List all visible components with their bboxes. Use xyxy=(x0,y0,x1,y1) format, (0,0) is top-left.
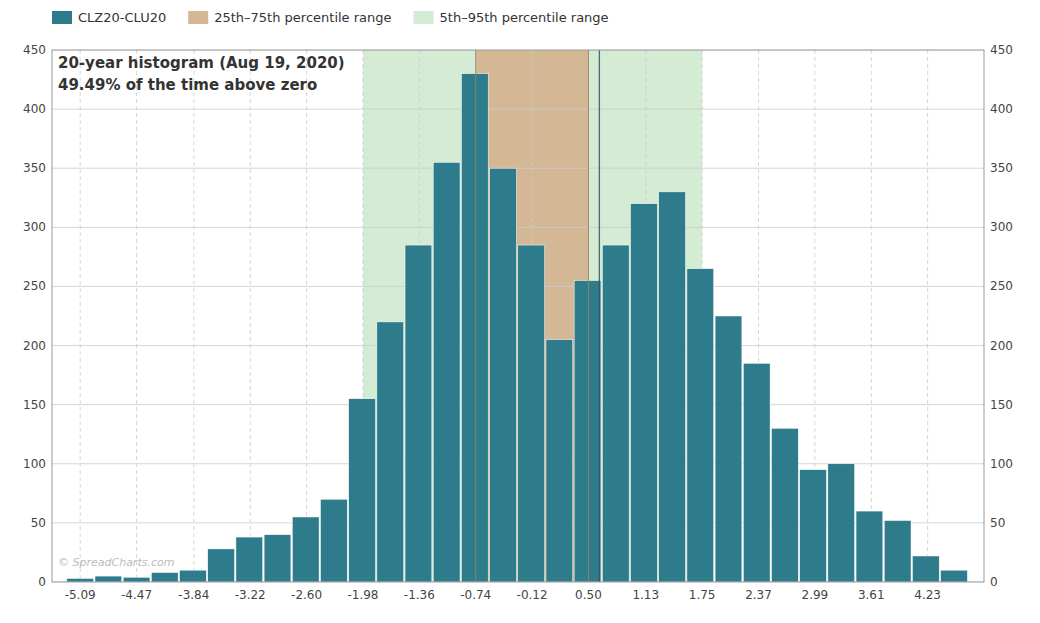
y2-tick-label: 350 xyxy=(990,161,1013,175)
bar xyxy=(518,245,545,582)
x-tick-label: -2.60 xyxy=(291,588,322,602)
y-tick-label: 50 xyxy=(31,516,46,530)
grid-line-x xyxy=(871,50,872,582)
x-tick-label: -0.74 xyxy=(460,588,491,602)
percentile-range xyxy=(476,50,589,582)
y2-tick-label: 450 xyxy=(990,43,1013,57)
x-tick-label: -5.09 xyxy=(65,588,96,602)
percentile-range xyxy=(363,50,702,582)
legend-swatch xyxy=(52,11,72,24)
y-tick-label: 450 xyxy=(23,43,46,57)
y2-tick-label: 150 xyxy=(990,398,1013,412)
y-tick-label: 150 xyxy=(23,398,46,412)
x-tick-label: 0.50 xyxy=(575,588,602,602)
y2-tick-label: 50 xyxy=(990,516,1005,530)
bar xyxy=(574,281,601,582)
grid-line-x xyxy=(927,50,928,582)
bar xyxy=(236,537,263,582)
bar xyxy=(659,192,686,582)
legend-label: 5th–95th percentile range xyxy=(440,10,609,25)
bar xyxy=(349,399,376,582)
grid-line-x xyxy=(250,50,251,582)
x-tick-label: 2.99 xyxy=(802,588,829,602)
bar xyxy=(856,511,883,582)
bar xyxy=(771,428,798,582)
bar xyxy=(405,245,432,582)
background xyxy=(0,0,1040,623)
bar xyxy=(292,517,319,582)
bar xyxy=(490,168,517,582)
chart: 20-year histogram (Aug 19, 2020) 49.49% o… xyxy=(0,0,1040,623)
grid-line-x xyxy=(80,50,81,582)
percentile-edge xyxy=(588,50,589,582)
grid-line-x xyxy=(136,50,137,582)
grid-line-y xyxy=(52,227,984,228)
y-tick-label: 200 xyxy=(23,339,46,353)
bar xyxy=(546,340,573,582)
bar xyxy=(800,470,827,582)
grid-line-x xyxy=(475,50,476,582)
bar xyxy=(912,556,939,582)
x-tick-label: 1.13 xyxy=(632,588,659,602)
x-tick-label: 3.61 xyxy=(858,588,885,602)
legend-swatch xyxy=(414,11,434,24)
x-tick-label: 2.37 xyxy=(745,588,772,602)
x-tick-label: -1.98 xyxy=(347,588,378,602)
watermark: © SpreadCharts.com xyxy=(58,556,174,569)
bar xyxy=(95,576,122,582)
bar xyxy=(433,162,460,582)
grid-line-x xyxy=(588,50,589,582)
x-tick-label: 4.23 xyxy=(914,588,941,602)
y2-tick-label: 400 xyxy=(990,102,1013,116)
grid-line-x xyxy=(193,50,194,582)
y-tick-label: 100 xyxy=(23,457,46,471)
bar xyxy=(715,316,742,582)
bar xyxy=(208,549,235,582)
bar xyxy=(123,577,150,582)
bar xyxy=(461,74,488,582)
legend-swatch xyxy=(188,11,208,24)
y-tick-label: 300 xyxy=(23,220,46,234)
bar xyxy=(264,535,291,582)
bar xyxy=(884,521,911,582)
bar xyxy=(687,269,714,582)
bar xyxy=(180,570,207,582)
plot-frame xyxy=(52,50,984,582)
x-tick-label: -4.47 xyxy=(121,588,152,602)
y-tick-label: 0 xyxy=(38,575,46,589)
grid-line-y xyxy=(52,168,984,169)
bar xyxy=(828,464,855,582)
y2-tick-label: 200 xyxy=(990,339,1013,353)
y2-tick-label: 100 xyxy=(990,457,1013,471)
y2-tick-label: 300 xyxy=(990,220,1013,234)
bar xyxy=(743,363,770,582)
grid-line-x xyxy=(306,50,307,582)
bar xyxy=(320,499,347,582)
percentile-edge xyxy=(475,50,476,582)
y-tick-label: 250 xyxy=(23,279,46,293)
current-value-line xyxy=(599,50,600,582)
x-tick-label: -0.12 xyxy=(517,588,548,602)
bar xyxy=(941,570,968,582)
x-tick-label: -1.36 xyxy=(404,588,435,602)
y-tick-label: 350 xyxy=(23,161,46,175)
bar xyxy=(151,573,178,582)
bar xyxy=(67,578,94,582)
bar xyxy=(631,204,658,582)
y2-tick-label: 0 xyxy=(990,575,998,589)
legend-label: CLZ20-CLU20 xyxy=(78,10,166,25)
x-tick-label: 1.75 xyxy=(689,588,716,602)
bar xyxy=(602,245,629,582)
x-tick-label: -3.84 xyxy=(178,588,209,602)
subtitle: 49.49% of the time above zero xyxy=(58,76,317,94)
bar xyxy=(377,322,404,582)
grid-line-y xyxy=(52,109,984,110)
legend: CLZ20-CLU20 25th–75th percentile range 5th… xyxy=(52,10,609,25)
y-tick-label: 400 xyxy=(23,102,46,116)
plot-area xyxy=(52,50,984,582)
title: 20-year histogram (Aug 19, 2020) xyxy=(58,54,345,72)
x-tick-label: -3.22 xyxy=(235,588,266,602)
legend-label: 25th–75th percentile range xyxy=(214,10,391,25)
y2-tick-label: 250 xyxy=(990,279,1013,293)
